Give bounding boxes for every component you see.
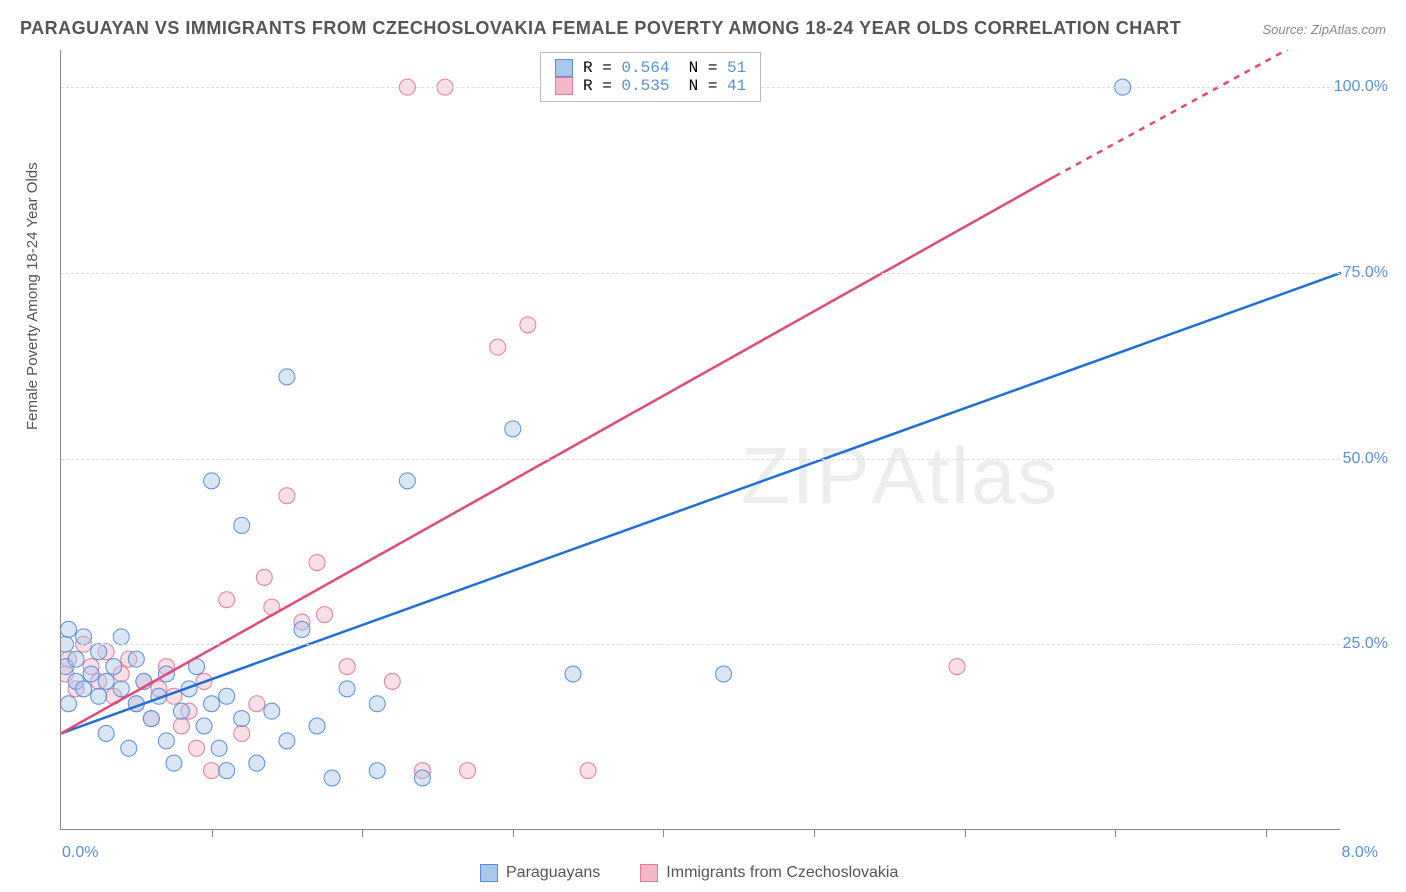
legend-row-2: R = 0.535 N = 41 [555,77,746,95]
chart-title: PARAGUAYAN VS IMMIGRANTS FROM CZECHOSLOV… [20,18,1181,39]
y-axis-label: Female Poverty Among 18-24 Year Olds [24,162,41,430]
x-tick [212,829,213,837]
x-tick [1115,829,1116,837]
legend-swatch-blue [555,59,573,77]
legend-series: Paraguayans Immigrants from Czechoslovak… [480,864,898,882]
gridline [61,459,1340,460]
x-tick [362,829,363,837]
legend-row-1: R = 0.564 N = 51 [555,59,746,77]
x-tick [965,829,966,837]
x-tick [663,829,664,837]
legend-swatch-blue-bottom [480,864,498,882]
legend-swatch-pink-bottom [640,864,658,882]
legend-item-1: Paraguayans [480,864,600,882]
y-tick-label: 75.0% [1343,264,1388,282]
watermark: ZIPAtlas [741,430,1059,522]
chart-svg [61,50,1341,830]
gridline [61,644,1340,645]
plot-area: ZIPAtlas [60,50,1340,830]
x-axis-label-right: 8.0% [1342,844,1378,862]
legend-swatch-pink [555,77,573,95]
x-tick [814,829,815,837]
source-attribution: Source: ZipAtlas.com [1262,22,1386,37]
x-tick [513,829,514,837]
y-tick-label: 100.0% [1334,78,1388,96]
x-axis-label-left: 0.0% [62,844,98,862]
gridline [61,273,1340,274]
x-tick [1266,829,1267,837]
y-tick-label: 50.0% [1343,450,1388,468]
y-tick-label: 25.0% [1343,635,1388,653]
legend-item-2: Immigrants from Czechoslovakia [640,864,898,882]
legend-correlation: R = 0.564 N = 51 R = 0.535 N = 41 [540,52,761,102]
